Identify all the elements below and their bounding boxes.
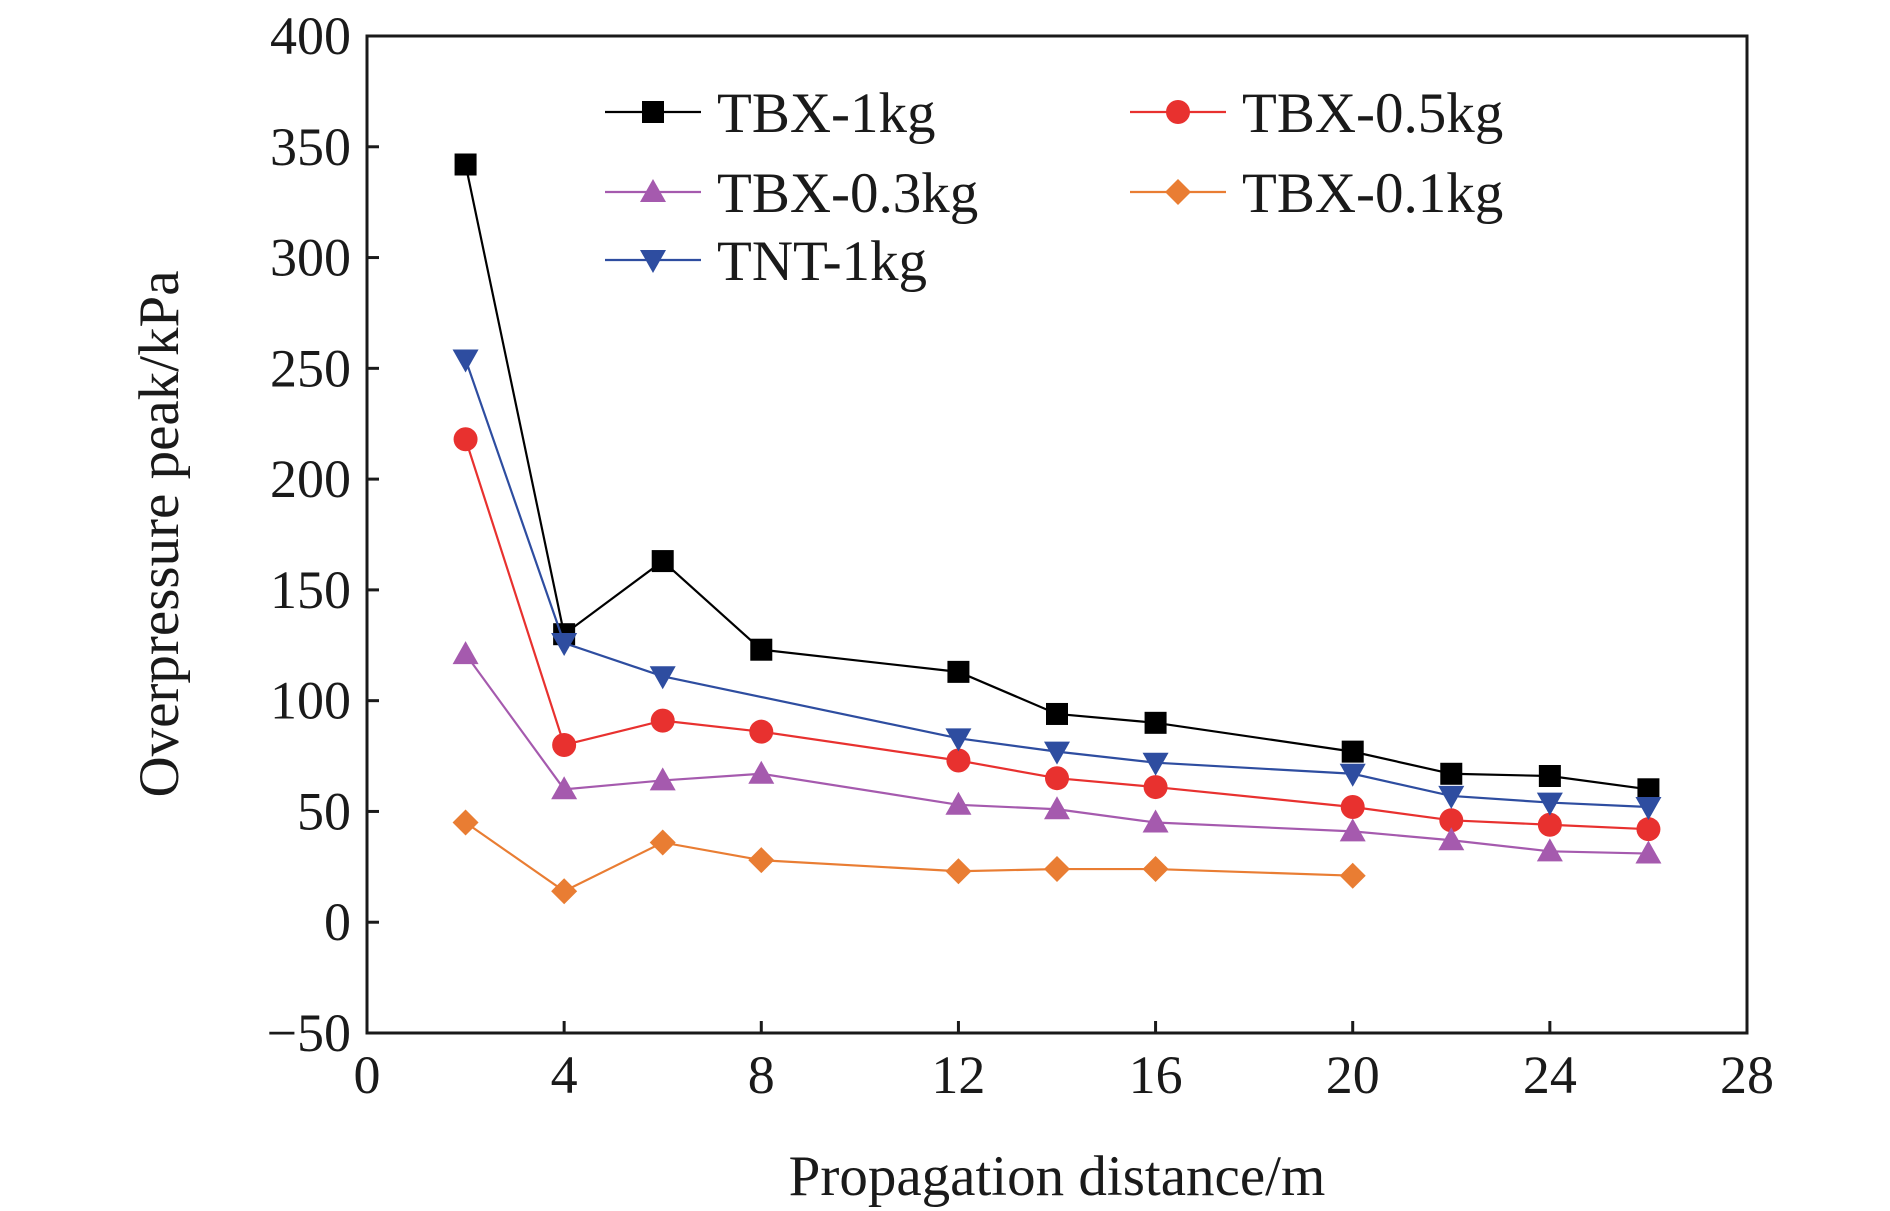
data-point [453,427,478,452]
data-point [1144,711,1167,734]
y-tick-label: 250 [270,338,351,398]
y-tick-label: 300 [270,228,351,288]
legend-label: TBX-1kg [717,82,935,145]
data-point [945,728,972,752]
legend-label: TBX-0.3kg [717,162,978,225]
data-point [1044,741,1070,765]
data-point [1538,764,1561,787]
data-point [1340,795,1365,820]
x-tick-label: 4 [551,1045,578,1105]
y-tick-label: 350 [270,117,351,177]
data-point [750,638,773,661]
x-tick-label: 8 [748,1045,775,1105]
data-point [1046,702,1068,725]
data-point [1438,827,1465,851]
data-point [1142,752,1169,776]
data-point [1637,778,1660,801]
series-tbx-0-1kg [452,809,1366,905]
y-tick-label: 100 [270,671,351,731]
data-point [650,708,675,733]
legend-marker [642,101,664,123]
data-point [551,633,578,657]
x-tick-label: 20 [1326,1045,1380,1105]
data-point [649,829,676,856]
series-line-tbx-1kg [464,164,1649,791]
y-tick-label: −50 [267,1003,351,1063]
legend-marker [1166,100,1190,124]
data-point [946,748,971,773]
legend: TBX-1kg TBX-0.5kg TBX-0.3kg TBX-0.1kg TNT-1k… [605,82,1503,293]
y-axis-title: Overpressure peak/kPa [128,270,191,797]
data-point [452,349,479,373]
data-point [945,791,972,815]
data-point [649,767,676,791]
data-point [1635,840,1662,864]
series-tbx-0-3kg [452,641,1662,864]
data-point [1339,818,1366,842]
legend-label: TBX-0.1kg [1242,162,1503,225]
x-tick-label: 24 [1523,1045,1577,1105]
series-tbx-0-5kg [453,427,1661,842]
x-tick-label: 28 [1720,1045,1774,1105]
data-point [552,732,577,757]
data-point [1537,812,1562,837]
data-point [947,660,970,683]
series-layer [452,153,1662,905]
legend-label: TBX-0.5kg [1242,82,1503,145]
data-point [1044,856,1070,883]
legend-marker [640,250,666,273]
series-tnt-1kg [452,349,1662,821]
data-point [551,878,578,905]
series-line-tnt-1kg [464,359,1649,809]
data-point [1143,775,1168,800]
data-point [1045,766,1069,791]
legend-item-tnt-1kg: TNT-1kg [605,230,927,293]
x-tick-label: 16 [1129,1045,1183,1105]
y-tick-label: 0 [324,892,351,952]
data-point [1341,740,1364,763]
legend-label: TNT-1kg [717,230,927,293]
data-point [651,550,674,573]
data-point [1440,762,1463,785]
legend-item-tbx-0-3kg: TBX-0.3kg [605,162,978,225]
data-point [1635,797,1662,821]
data-point [1536,792,1563,816]
legend-marker [1165,179,1191,205]
legend-item-tbx-0-5kg: TBX-0.5kg [1130,82,1503,145]
legend-marker [640,179,666,202]
y-tick-label: 50 [297,781,351,841]
plot-frame [365,34,1749,1035]
series-tbx-1kg [454,153,1660,801]
data-point [748,760,775,784]
data-point [1142,809,1169,833]
data-point [454,153,477,176]
data-point [1142,856,1169,883]
data-point [1044,796,1070,820]
data-point [748,847,775,874]
data-point [1636,817,1661,842]
data-point [1438,785,1465,809]
data-point [749,719,774,744]
data-point [452,809,479,836]
x-axis-title: Propagation distance/m [789,1145,1326,1208]
data-point [551,776,578,800]
data-point [1439,808,1464,833]
x-tick-label: 12 [931,1045,985,1105]
data-point [945,858,972,885]
data-point [649,666,676,690]
data-point [452,641,479,665]
y-tick-label: 150 [270,560,351,620]
data-point [1536,838,1563,862]
x-tick-label: 0 [354,1045,381,1105]
legend-item-tbx-1kg: TBX-1kg [605,82,935,145]
data-point [1339,862,1366,889]
data-point [1339,763,1366,787]
y-tick-label: 400 [270,6,351,66]
y-tick-label: 200 [270,449,351,509]
series-line-tbx-0-1kg [464,821,1353,893]
legend-item-tbx-0-1kg: TBX-0.1kg [1130,162,1503,225]
